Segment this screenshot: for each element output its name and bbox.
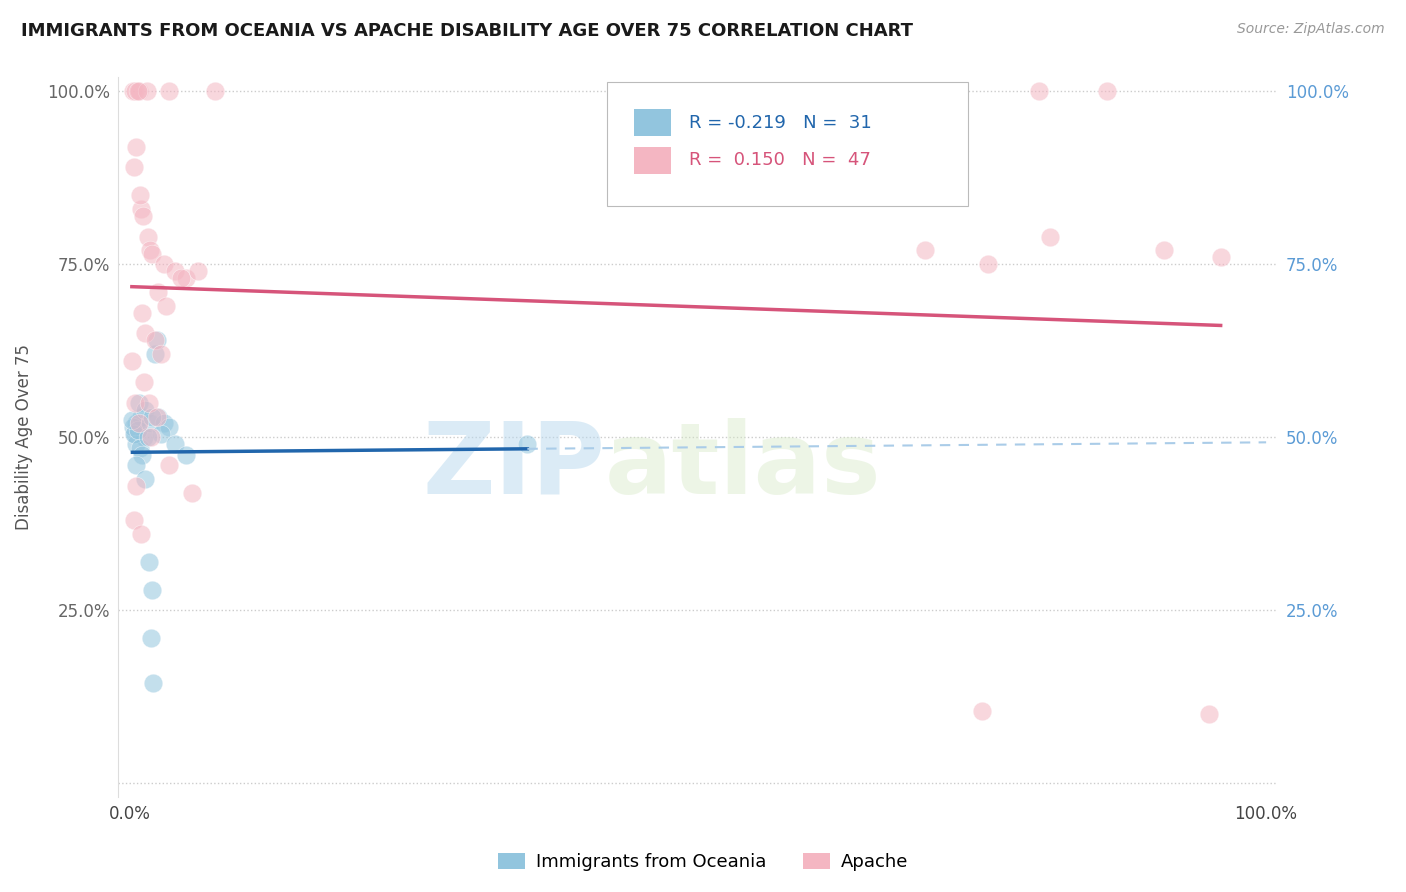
Point bbox=[150, 426, 173, 441]
Point bbox=[122, 513, 145, 527]
Point bbox=[157, 84, 180, 98]
Point bbox=[970, 704, 993, 718]
Point bbox=[143, 334, 166, 348]
Point bbox=[143, 347, 166, 361]
Point bbox=[141, 582, 163, 597]
Point bbox=[150, 347, 173, 361]
Point bbox=[128, 84, 150, 98]
Point bbox=[135, 84, 157, 98]
Text: IMMIGRANTS FROM OCEANIA VS APACHE DISABILITY AGE OVER 75 CORRELATION CHART: IMMIGRANTS FROM OCEANIA VS APACHE DISABI… bbox=[21, 22, 912, 40]
Point bbox=[141, 409, 163, 424]
Point bbox=[139, 417, 162, 431]
Point bbox=[155, 299, 177, 313]
Point bbox=[129, 527, 152, 541]
Text: Source: ZipAtlas.com: Source: ZipAtlas.com bbox=[1237, 22, 1385, 37]
Point bbox=[136, 229, 159, 244]
Point bbox=[128, 417, 150, 431]
Point bbox=[125, 139, 148, 153]
Point bbox=[125, 479, 148, 493]
Point bbox=[1095, 84, 1118, 98]
FancyBboxPatch shape bbox=[607, 82, 967, 205]
Point bbox=[122, 161, 145, 175]
Point bbox=[165, 437, 187, 451]
Point bbox=[134, 430, 156, 444]
Point bbox=[125, 417, 148, 431]
Point bbox=[127, 423, 149, 437]
Point bbox=[121, 354, 143, 368]
Point bbox=[121, 413, 143, 427]
Point bbox=[122, 426, 145, 441]
Point bbox=[152, 417, 174, 431]
Point bbox=[157, 458, 180, 472]
Point bbox=[122, 420, 145, 434]
Text: R = -0.219   N =  31: R = -0.219 N = 31 bbox=[689, 114, 872, 132]
Point bbox=[146, 334, 169, 348]
Text: atlas: atlas bbox=[605, 417, 882, 515]
Point bbox=[165, 264, 187, 278]
Y-axis label: Disability Age Over 75: Disability Age Over 75 bbox=[15, 344, 32, 530]
Point bbox=[181, 485, 204, 500]
Point bbox=[176, 271, 198, 285]
Point bbox=[125, 437, 148, 451]
Point bbox=[1209, 251, 1232, 265]
Point bbox=[1039, 229, 1062, 244]
Point bbox=[204, 84, 226, 98]
Point bbox=[124, 426, 146, 441]
Point bbox=[131, 306, 153, 320]
Point bbox=[127, 84, 149, 98]
Point bbox=[187, 264, 209, 278]
Point bbox=[124, 395, 146, 409]
Point bbox=[914, 244, 936, 258]
Point bbox=[157, 420, 180, 434]
Point bbox=[976, 257, 998, 271]
Point bbox=[152, 257, 174, 271]
Text: ZIP: ZIP bbox=[422, 417, 605, 515]
Point bbox=[134, 472, 156, 486]
Point bbox=[1198, 707, 1220, 722]
Point bbox=[141, 631, 163, 645]
Point bbox=[134, 402, 156, 417]
Point bbox=[129, 409, 152, 424]
Point bbox=[134, 375, 156, 389]
Point bbox=[516, 437, 538, 451]
Legend: Immigrants from Oceania, Apache: Immigrants from Oceania, Apache bbox=[491, 846, 915, 879]
Point bbox=[146, 409, 169, 424]
Point bbox=[134, 326, 156, 341]
Point bbox=[146, 409, 169, 424]
Point bbox=[125, 458, 148, 472]
Point bbox=[1028, 84, 1050, 98]
Point bbox=[170, 271, 193, 285]
Point bbox=[132, 209, 155, 223]
Point bbox=[141, 247, 163, 261]
Point bbox=[141, 430, 163, 444]
Point bbox=[142, 676, 165, 690]
Text: R =  0.150   N =  47: R = 0.150 N = 47 bbox=[689, 152, 870, 169]
Point bbox=[129, 202, 152, 216]
Point bbox=[146, 285, 169, 299]
Point bbox=[124, 84, 146, 98]
Point bbox=[122, 84, 145, 98]
Point bbox=[136, 430, 159, 444]
Point bbox=[138, 395, 160, 409]
Point bbox=[139, 244, 162, 258]
FancyBboxPatch shape bbox=[634, 109, 671, 136]
Point bbox=[128, 395, 150, 409]
Point bbox=[128, 441, 150, 455]
Point bbox=[128, 188, 150, 202]
Point bbox=[176, 448, 198, 462]
FancyBboxPatch shape bbox=[634, 146, 671, 174]
Point bbox=[138, 555, 160, 569]
Point bbox=[131, 448, 153, 462]
Point bbox=[1153, 244, 1175, 258]
